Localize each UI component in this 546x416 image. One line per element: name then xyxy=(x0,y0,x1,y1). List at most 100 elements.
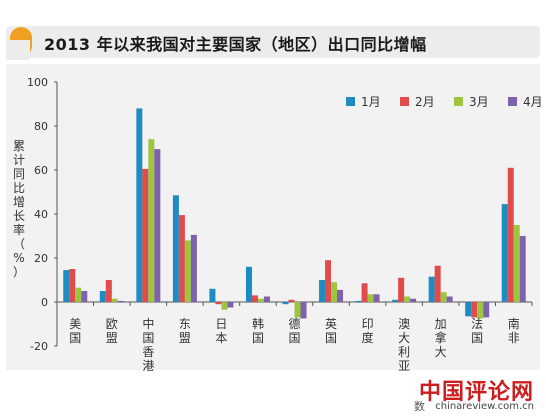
bar xyxy=(136,108,143,303)
bar xyxy=(501,204,508,302)
bar xyxy=(288,299,295,302)
y-axis-label-char: ） xyxy=(13,265,25,279)
x-tick-label-char: 法 xyxy=(471,317,483,331)
y-axis-label-char: % xyxy=(13,251,24,265)
chart-title: 2013 年以来我国对主要国家（地区）出口同比增幅 xyxy=(44,35,427,54)
y-axis-label-char: 计 xyxy=(13,153,25,167)
bar xyxy=(428,276,435,302)
x-tick-label-char: 非 xyxy=(508,331,520,345)
watermark-url: chinareview.com.cn xyxy=(435,401,534,412)
bar xyxy=(355,300,362,302)
y-axis-label-char: 累 xyxy=(13,139,25,153)
bar xyxy=(507,167,514,302)
bar xyxy=(105,280,112,302)
bar xyxy=(446,296,453,302)
x-tick-label-char: 国 xyxy=(288,331,300,345)
bar xyxy=(142,168,149,302)
x-tick-label-char: 国 xyxy=(69,331,81,345)
legend-swatch xyxy=(346,97,355,106)
y-tick-label: 100 xyxy=(27,76,48,89)
y-axis-label-char: （ xyxy=(13,237,25,251)
bar xyxy=(215,302,222,305)
x-tick-label-char: 国 xyxy=(142,331,154,345)
y-tick-label: 20 xyxy=(34,252,48,265)
legend-swatch xyxy=(400,97,409,106)
bar xyxy=(373,294,380,302)
bar xyxy=(263,296,270,302)
x-tick-label-char: 南 xyxy=(508,316,520,331)
x-tick-label-char: 英 xyxy=(325,317,337,331)
bar xyxy=(178,215,185,302)
bar xyxy=(392,299,399,302)
y-axis-label-char: 比 xyxy=(13,181,25,195)
bar xyxy=(483,302,490,318)
x-tick-label-char: 大 xyxy=(435,345,447,359)
title-bar xyxy=(6,26,540,58)
bar xyxy=(282,302,289,305)
chart-panel xyxy=(6,64,540,370)
legend-label: 3月 xyxy=(469,95,489,109)
x-tick-label-char: 韩 xyxy=(252,316,264,331)
bar xyxy=(117,300,124,302)
x-tick-label-char: 澳 xyxy=(398,317,410,331)
x-tick-label-char: 香 xyxy=(142,345,154,359)
bar xyxy=(245,266,252,302)
y-tick-label: 60 xyxy=(34,164,48,177)
bar xyxy=(367,294,374,302)
x-tick-label-char: 本 xyxy=(215,331,227,345)
x-tick-label-char: 印 xyxy=(362,317,374,331)
x-tick-label-char: 盟 xyxy=(106,331,118,345)
x-tick-label-char: 度 xyxy=(362,330,374,345)
x-tick-label-char: 利 xyxy=(398,345,410,359)
bar xyxy=(148,139,155,302)
x-tick-label-char: 亚 xyxy=(398,359,410,373)
bar xyxy=(300,302,307,319)
x-tick-label-char: 欧 xyxy=(106,317,118,331)
bar xyxy=(404,296,411,302)
bar xyxy=(184,240,191,302)
bar xyxy=(434,265,441,302)
x-tick-label-char: 日 xyxy=(215,317,227,331)
bar xyxy=(111,298,118,302)
bar xyxy=(257,298,264,302)
y-axis-label-char: 率 xyxy=(13,222,25,237)
x-tick-label-char: 东 xyxy=(179,317,191,331)
bar xyxy=(69,269,76,302)
y-axis-label-char: 同 xyxy=(13,167,25,181)
source-note-fragment: 数 xyxy=(414,400,425,413)
bar xyxy=(75,287,82,302)
bar xyxy=(319,280,326,302)
x-tick-label-char: 加 xyxy=(435,317,447,331)
y-tick-label: 40 xyxy=(34,208,48,221)
bar xyxy=(63,270,70,302)
legend-label: 1月 xyxy=(361,95,381,109)
bar xyxy=(440,292,447,302)
x-tick-label-char: 拿 xyxy=(435,330,447,345)
bar xyxy=(398,277,405,302)
bar xyxy=(325,260,332,302)
x-tick-label-char: 美 xyxy=(69,317,81,331)
x-tick-label-char: 港 xyxy=(142,359,154,373)
bar xyxy=(209,288,216,302)
bar xyxy=(471,302,478,318)
bar xyxy=(81,291,88,302)
x-tick-label-char: 盟 xyxy=(179,331,191,345)
x-tick-label-char: 中 xyxy=(142,316,154,331)
bar xyxy=(465,302,472,317)
bar xyxy=(221,302,228,310)
y-tick-label: 80 xyxy=(34,120,48,133)
watermark-logo: 中国评论网 xyxy=(418,379,534,405)
y-axis-label-char: 长 xyxy=(13,209,25,223)
x-tick-label-char: 国 xyxy=(471,331,483,345)
bar xyxy=(99,291,106,302)
x-tick-label-char: 国 xyxy=(325,331,337,345)
bar xyxy=(410,298,417,302)
bar xyxy=(337,289,344,302)
legend-label: 4月 xyxy=(523,95,543,109)
bar xyxy=(519,236,526,302)
title-accent-mask xyxy=(6,40,30,60)
bar xyxy=(477,302,484,319)
bar xyxy=(513,225,520,302)
legend-swatch xyxy=(508,97,517,106)
